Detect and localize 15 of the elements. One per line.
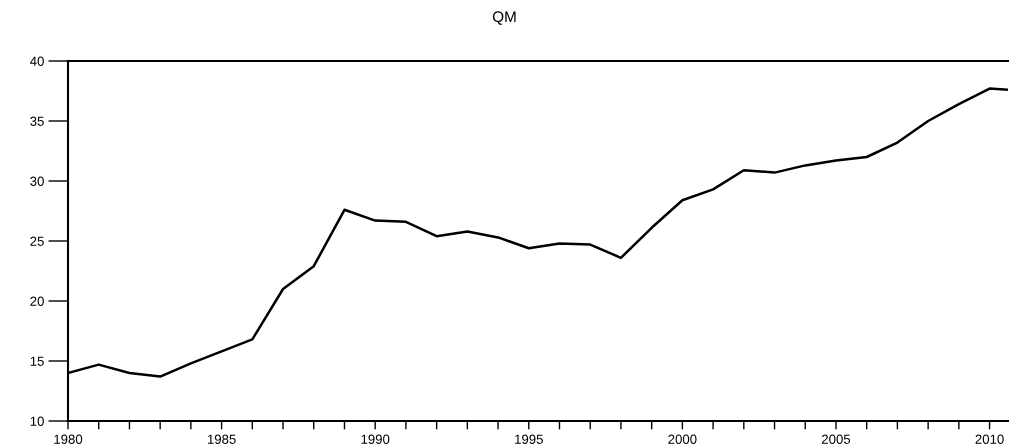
x-tick-label: 1995 [515,434,543,444]
x-tick-label: 1990 [361,434,390,444]
x-tick-label: 1980 [54,434,83,444]
y-tick-label: 40 [30,56,44,66]
x-tick-label: 2005 [821,434,851,444]
x-tick-label: 2010 [975,434,1004,444]
x-tick-label: 1985 [207,434,236,444]
y-tick-label: 25 [30,236,44,246]
y-tick-label: 15 [30,356,44,366]
x-tick-label: 2000 [668,434,697,444]
y-tick-label: 30 [30,176,44,186]
chart-title: QM [492,11,516,25]
y-tick-label: 20 [30,296,44,306]
y-tick-label: 35 [30,116,44,126]
y-tick-label: 10 [30,416,44,426]
